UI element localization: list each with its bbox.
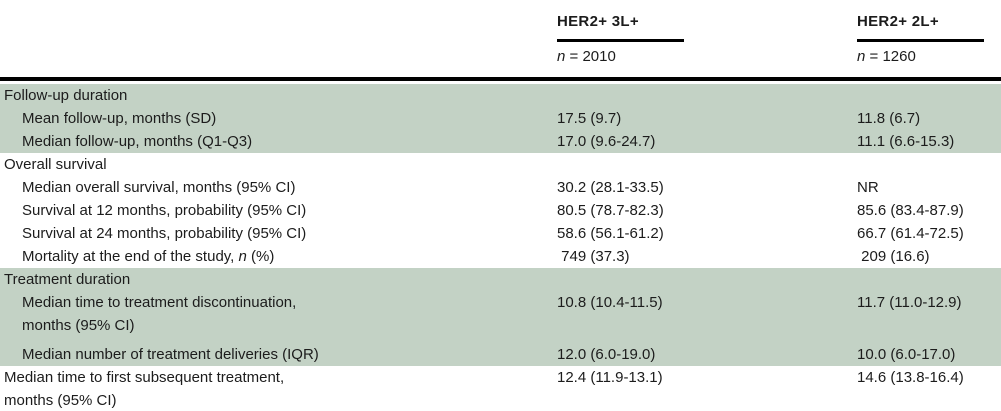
row-follow-up-duration: Follow-up duration [0, 84, 1001, 107]
row-median-follow-up: Median follow-up, months (Q1-Q3) 17.0 (9… [0, 130, 1001, 153]
label-text: (%) [246, 248, 275, 265]
value-3l: 80.5 (78.7-82.3) [557, 202, 664, 219]
column-underline [857, 39, 984, 42]
row-mean-follow-up: Mean follow-up, months (SD) 17.5 (9.7) 1… [0, 107, 1001, 130]
value-2l: NR [857, 179, 879, 196]
header-her2-2l: HER2+ 2L+ n = 1260 [857, 12, 1001, 67]
n-symbol: n [557, 48, 566, 65]
column-n-her2-2l: n = 1260 [857, 47, 1001, 67]
n-symbol: n [238, 248, 247, 265]
header-rule [0, 77, 1001, 81]
value-2l [857, 153, 1001, 176]
n-symbol: n [857, 48, 866, 65]
row-label: Median overall survival, months (95% CI) [22, 179, 296, 196]
row-treatment-duration: Treatment duration [0, 268, 1001, 291]
label-text: Mortality at the end of the study, [22, 248, 239, 265]
column-n-her2-3l: n = 2010 [557, 47, 857, 67]
value-3l [557, 84, 857, 107]
value-3l: 30.2 (28.1-33.5) [557, 179, 664, 196]
column-underline [557, 39, 684, 42]
row-label: Survival at 24 months, probability (95% … [22, 225, 307, 242]
row-survival-12-months: Survival at 12 months, probability (95% … [0, 199, 1001, 222]
value-2l: 209 (16.6) [857, 248, 930, 265]
n-value: = 2010 [565, 48, 616, 65]
value-3l: 58.6 (56.1-61.2) [557, 225, 664, 242]
row-label: Median follow-up, months (Q1-Q3) [22, 133, 253, 150]
header-her2-3l: HER2+ 3L+ n = 2010 [557, 12, 857, 67]
row-label: Median number of treatment deliveries (I… [22, 346, 319, 363]
value-2l: 10.0 (6.0-17.0) [857, 346, 956, 363]
value-3l: 17.0 (9.6-24.7) [557, 133, 656, 150]
row-label: Mortality at the end of the study, n (%) [0, 245, 422, 268]
value-2l: 14.6 (13.8-16.4) [857, 369, 964, 386]
table-header: HER2+ 3L+ n = 2010 HER2+ 2L+ n = 1260 [0, 0, 1001, 67]
row-survival-24-months: Survival at 24 months, probability (95% … [0, 222, 1001, 245]
value-3l: 12.4 (11.9-13.1) [557, 369, 663, 386]
section-label: Overall survival [4, 156, 107, 173]
header-empty-cell [0, 12, 557, 67]
row-median-overall-survival: Median overall survival, months (95% CI)… [0, 176, 1001, 199]
row-mortality: Mortality at the end of the study, n (%)… [0, 245, 1001, 268]
column-title-her2-3l: HER2+ 3L+ [557, 13, 639, 30]
value-3l: 12.0 (6.0-19.0) [557, 346, 656, 363]
row-overall-survival: Overall survival [0, 153, 1001, 176]
section-label: Treatment duration [4, 271, 131, 288]
value-3l: 749 (37.3) [557, 248, 630, 265]
value-2l: 66.7 (61.4-72.5) [857, 225, 964, 242]
row-label: Median time to first subsequent treatmen… [4, 369, 285, 409]
value-3l: 17.5 (9.7) [557, 110, 622, 127]
value-3l [557, 268, 857, 291]
row-time-to-discontinuation: Median time to treatment discontinuation… [0, 291, 1001, 343]
value-2l [857, 84, 1001, 107]
table-body: Follow-up duration Mean follow-up, month… [0, 81, 1001, 411]
row-label: Survival at 12 months, probability (95% … [22, 202, 307, 219]
section-label: Follow-up duration [4, 87, 128, 104]
value-2l: 11.1 (6.6-15.3) [857, 133, 955, 150]
value-3l [557, 153, 857, 176]
value-2l: 11.8 (6.7) [857, 110, 921, 127]
value-2l: 85.6 (83.4-87.9) [857, 202, 964, 219]
row-label: Median time to treatment discontinuation… [22, 294, 297, 334]
n-value: = 1260 [865, 48, 916, 65]
row-treatment-deliveries: Median number of treatment deliveries (I… [0, 343, 1001, 366]
value-2l: 11.7 (11.0-12.9) [857, 294, 962, 311]
value-2l [857, 268, 1001, 291]
row-label: Mean follow-up, months (SD) [22, 110, 217, 127]
row-time-to-subsequent-treatment: Median time to first subsequent treatmen… [0, 366, 1001, 411]
value-3l: 10.8 (10.4-11.5) [557, 294, 663, 311]
column-title-her2-2l: HER2+ 2L+ [857, 13, 939, 30]
